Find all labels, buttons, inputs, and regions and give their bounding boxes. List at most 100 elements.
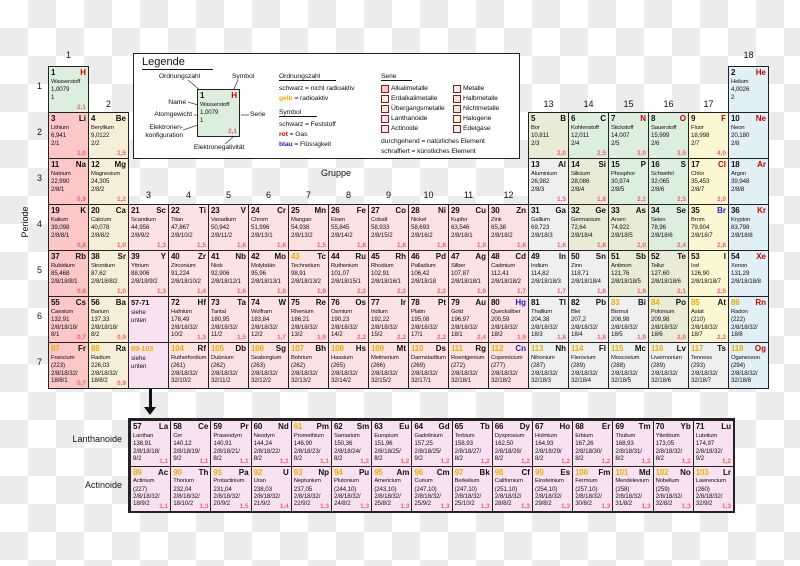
legend-serie-erd: Erdalkalimetalle <box>391 94 438 102</box>
element-Sb: 51 Sb Antimon 121,76 2/8/18/18/5 1,9 <box>608 250 649 297</box>
element-Ne: 10 Ne Neon 20,180 2/8 <box>728 112 769 159</box>
element-Pa: 91 Pa Protactinium 231,04 2/8/18/32/ 20/9/2 1… <box>210 465 252 512</box>
electron-configuration: 2/8/18/32/ 20/9/2 <box>213 493 240 507</box>
element-name: Radon <box>731 308 748 315</box>
atomic-number: 103 <box>695 467 709 477</box>
electron-configuration: 2/8/18/32/ 28/8/2 <box>494 493 522 507</box>
atomic-weight: 18,998 <box>691 132 710 139</box>
atomic-number: 52 <box>651 252 660 261</box>
element-89-103: 89-103 siehe unten <box>128 342 169 389</box>
element-symbol: I <box>723 252 726 261</box>
atomic-number: 5 <box>531 114 536 123</box>
atomic-number: 26 <box>331 206 340 215</box>
element-symbol: In <box>558 252 566 261</box>
electronegativity: 1,5 <box>556 196 566 203</box>
element-He: 2 He Helium 4,0026 2 <box>728 66 769 113</box>
element-name: Mangan <box>291 216 312 223</box>
element-Sn: 50 Sn Zinn 118,71 2/8/18/18/4 1,8 <box>568 250 609 297</box>
atomic-weight: (288) <box>611 362 625 369</box>
atomic-number: 16 <box>651 160 660 169</box>
electronegativity: 1,8 <box>436 242 446 249</box>
atomic-weight: 9,0122 <box>91 132 110 139</box>
element-symbol: Y <box>160 252 166 261</box>
electron-configuration: 2/8/18/22/ 8/2 <box>253 447 281 462</box>
atomic-number: 107 <box>291 344 304 353</box>
element-symbol: Lu <box>721 422 731 431</box>
electron-configuration: 2/8 <box>731 139 740 147</box>
element-name: Bohrium <box>291 354 312 361</box>
element-symbol: Bi <box>638 298 646 307</box>
atomic-weight: 58,693 <box>411 224 430 231</box>
group-label-16: 16 <box>663 99 674 109</box>
electron-configuration: 2/7 <box>691 139 700 147</box>
electron-configuration: 2/8/18/32/ 32/12/2 <box>251 369 278 384</box>
atomic-number: 83 <box>611 298 620 307</box>
element-Ta: 73 Ta Tantal 180,95 2/8/18/32/ 11/2 1,5 <box>208 296 249 343</box>
atomic-number: 13 <box>531 160 540 169</box>
atomic-weight: 65,38 <box>491 224 506 231</box>
atomic-number: 22 <box>171 206 180 215</box>
element-symbol: Nh <box>555 344 566 353</box>
element-name: Ruthenium <box>331 262 359 269</box>
atomic-number: 63 <box>374 422 383 431</box>
electron-configuration: 2/8/18/2 <box>491 231 513 239</box>
electron-configuration: 2/8/18/32/ 32/18/7 <box>691 369 718 384</box>
element-Zr: 40 Zr Zirconium 91,224 2/8/18/10/2 1,4 <box>168 250 209 297</box>
element-name: Eisen <box>331 216 345 223</box>
element-name: Einsteinium <box>535 478 564 484</box>
legend-ordnungszahl-desc: = radioaktiv <box>292 95 329 102</box>
element-name: Helium <box>731 78 749 85</box>
electron-configuration: 2/8/18/18 <box>411 277 436 285</box>
element-Og: 118 Og Oganesson (294) 2/8/18/32/ 32/18/8 <box>728 342 769 389</box>
element-Tb: 65 Tb Terbium 158,93 2/8/18/27/ 8/2 1,2 <box>451 420 493 467</box>
atomic-weight: 63,546 <box>451 224 470 231</box>
legend-swatch-lan <box>381 115 389 123</box>
element-symbol: Sm <box>356 422 370 431</box>
electron-configuration: 2/8/18/32/ 9/2 <box>695 447 723 462</box>
placeholder-range: 57-71 <box>131 298 150 307</box>
atomic-number: 60 <box>253 422 263 431</box>
atomic-number: 31 <box>531 206 540 215</box>
period-label-7: 7 <box>36 357 42 367</box>
atomic-weight: (265) <box>331 362 345 369</box>
element-symbol: Mn <box>314 206 326 215</box>
electronegativity: 1,8 <box>596 334 606 341</box>
element-Be: 4 Be Beryllium 9,0122 2/2 1,5 <box>88 112 129 159</box>
element-symbol: Fr <box>78 344 86 353</box>
atomic-number: 44 <box>331 252 340 261</box>
atomic-weight: (254,10) <box>535 485 558 493</box>
group-axis-title: Gruppe <box>320 168 352 178</box>
element-name: Wasserstoff <box>200 101 230 108</box>
electronegativity: 1,7 <box>516 288 526 295</box>
electron-configuration: 2/8/18/4 <box>571 231 593 239</box>
element-symbol: Eu <box>399 422 410 431</box>
atomic-number: 1 <box>200 91 205 100</box>
atomic-weight: (266) <box>371 362 385 369</box>
electron-configuration: 2/8/13/1 <box>251 231 273 239</box>
element-name: Molybdän <box>251 262 276 269</box>
atomic-weight: 50,942 <box>211 224 230 231</box>
lanthanoide-row-label: Lanthanoide <box>72 434 122 444</box>
legend-serie-pointer-label: Serie <box>250 111 266 118</box>
period-label-5: 5 <box>36 265 42 275</box>
atomic-weight: 200,59 <box>491 316 510 323</box>
element-name: Berkelium <box>454 478 480 484</box>
element-symbol: Ho <box>559 422 571 431</box>
element-symbol: Sc <box>156 206 166 215</box>
element-symbol: Tb <box>480 422 490 431</box>
atomic-number: 90 <box>173 467 182 477</box>
atomic-weight: 12,011 <box>571 132 589 139</box>
element-S: 16 S Schwefel 32,065 2/8/6 2,5 <box>648 158 689 205</box>
atomic-number: 101 <box>615 467 629 477</box>
atomic-number: 117 <box>691 344 704 353</box>
element-symbol: Ts <box>717 344 726 353</box>
electronegativity: 1,3 <box>199 503 209 510</box>
electronegativity: 1,3 <box>641 503 651 510</box>
element-symbol: Hg <box>515 298 526 307</box>
electronegativity: 2,2 <box>396 288 406 295</box>
electron-configuration: 2/8/18/32/ 25/8/2 <box>374 493 401 507</box>
element-H: 1 H Wasserstoff 1,0079 1 2,1 <box>48 66 89 113</box>
group-label-1: 1 <box>65 50 71 60</box>
element-symbol: Ga <box>555 206 566 215</box>
atomic-number: 39 <box>131 252 140 261</box>
